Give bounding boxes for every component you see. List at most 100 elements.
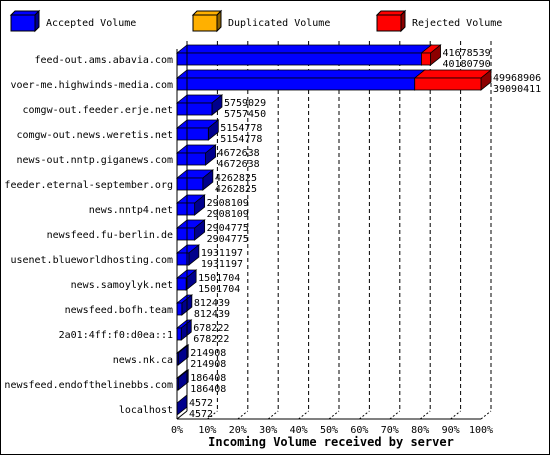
x-tick-label-6: 60% (350, 425, 368, 436)
total-value-label-10: 812439 (194, 298, 230, 309)
category-label-6: news.nntp4.net (89, 205, 173, 216)
bar-13-0 (175, 369, 190, 391)
x-tick-label-2: 20% (229, 425, 247, 436)
legend-swatch-top-2 (375, 10, 407, 16)
accepted-value-label-4: 4672638 (218, 159, 260, 170)
category-label-11: 2a01:4ff:f0:d0ea::1 (59, 330, 173, 341)
floor-line-5 (328, 410, 340, 420)
category-label-7: newsfeed.fu-berlin.de (47, 230, 173, 241)
accepted-value-label-11: 678222 (193, 334, 229, 345)
x-tick-label-9: 90% (442, 425, 460, 436)
accepted-value-label-8: 1931197 (201, 259, 243, 270)
x-tick-label-8: 80% (411, 425, 429, 436)
bar-top-1-2 (413, 69, 493, 79)
x-tick-label-5: 50% (320, 425, 338, 436)
bar-front-11-0 (176, 327, 182, 341)
floor-line-7 (389, 410, 401, 420)
legend-swatch-side-2 (400, 9, 406, 33)
legend-swatch-top-0 (9, 10, 41, 16)
legend: Accepted Volume Duplicated Volume Rejected… (9, 9, 502, 33)
x-tick-label-10: 100% (469, 425, 493, 436)
bar-6-0 (175, 194, 206, 216)
accepted-value-label-14: 4572 (189, 409, 213, 420)
x-axis-label: Incoming Volume received by server (208, 435, 454, 449)
bar-8-0 (175, 244, 200, 266)
category-label-2: comgw-out.feeder.erje.net (22, 105, 173, 116)
bar-front-3-0 (176, 127, 209, 141)
category-label-12: news.nk.ca (113, 355, 173, 366)
accepted-value-label-13: 186408 (190, 384, 226, 395)
total-value-label-5: 4262825 (215, 173, 257, 184)
category-label-13: newsfeed.endofthelinebbs.com (4, 380, 173, 391)
accepted-value-label-7: 2904775 (207, 234, 249, 245)
accepted-value-label-12: 214908 (190, 359, 226, 370)
bar-5-0 (175, 169, 214, 191)
x-tick-label-3: 30% (259, 425, 277, 436)
total-value-label-1: 49968906 (493, 73, 541, 84)
total-value-label-0: 41678539 (443, 48, 491, 59)
axes: 0% 10% 20% 30% 40% 50% 60% 70% 80% 90% 100% (171, 41, 493, 436)
floor-line-6 (359, 410, 370, 420)
total-value-label-9: 1501704 (198, 273, 240, 284)
bar-12-0 (175, 344, 190, 366)
accepted-value-label-9: 1501704 (198, 284, 240, 295)
total-value-label-3: 5154778 (220, 123, 262, 134)
bar-0-2 (420, 44, 442, 66)
legend-swatch-side-0 (34, 9, 40, 33)
total-value-label-12: 214908 (190, 348, 226, 359)
bars (175, 44, 493, 416)
bar-front-0-0 (176, 52, 422, 66)
grid (207, 41, 492, 420)
accepted-value-label-0: 40180790 (443, 59, 491, 70)
bar-11-0 (175, 319, 193, 341)
bar-7-0 (175, 219, 206, 241)
accepted-value-label-3: 5154778 (220, 134, 262, 145)
accepted-value-label-2: 5757450 (224, 109, 266, 120)
bar-1-2 (413, 69, 493, 91)
bar-front-5-0 (176, 177, 204, 191)
total-value-label-2: 5759029 (224, 98, 266, 109)
total-value-label-7: 2904775 (207, 223, 249, 234)
category-label-10: newsfeed.bofh.team (65, 305, 173, 316)
total-value-label-11: 678222 (193, 323, 229, 334)
floor-line-9 (450, 410, 461, 420)
legend-label-0: Accepted Volume (46, 18, 136, 29)
accepted-value-label-6: 2908109 (207, 209, 249, 220)
floor-line-8 (419, 410, 431, 420)
category-label-3: comgw-out.news.weretis.net (16, 130, 173, 141)
bar-front-2-0 (176, 102, 213, 116)
category-label-4: news-out.nntp.giganews.com (16, 155, 173, 166)
legend-swatch-side-1 (216, 9, 222, 33)
total-value-label-14: 4572 (189, 398, 213, 409)
legend-swatch-1 (192, 14, 218, 32)
bar-0-0 (175, 44, 433, 66)
bar-front-6-0 (176, 202, 196, 216)
accepted-value-label-1: 39090411 (493, 84, 541, 95)
bar-top-0-0 (175, 44, 433, 54)
floor-edge (176, 410, 188, 420)
category-label-5: feeder.eternal-september.org (4, 180, 173, 191)
legend-swatch-0 (10, 14, 36, 32)
legend-label-2: Rejected Volume (412, 18, 502, 29)
bar-front-10-0 (176, 302, 183, 316)
category-label-9: news.samoylyk.net (71, 280, 173, 291)
total-value-label-8: 1931197 (201, 248, 243, 259)
x-tick-label-0: 0% (171, 425, 183, 436)
legend-label-1: Duplicated Volume (228, 18, 330, 29)
x-tick-label-4: 40% (290, 425, 308, 436)
total-value-label-6: 2908109 (207, 198, 249, 209)
bar-front-0-2 (421, 52, 431, 66)
bar-front-9-0 (176, 277, 187, 291)
floor-line-4 (298, 410, 309, 420)
accepted-value-label-5: 4262825 (215, 184, 257, 195)
total-value-label-4: 4672638 (218, 148, 260, 159)
floor-line-10 (480, 410, 492, 420)
bar-front-7-0 (176, 227, 196, 241)
accepted-value-label-10: 812439 (194, 309, 230, 320)
category-label-8: usenet.blueworldhosting.com (10, 255, 173, 266)
floor-line-3 (267, 410, 279, 420)
bar-4-0 (175, 144, 217, 166)
